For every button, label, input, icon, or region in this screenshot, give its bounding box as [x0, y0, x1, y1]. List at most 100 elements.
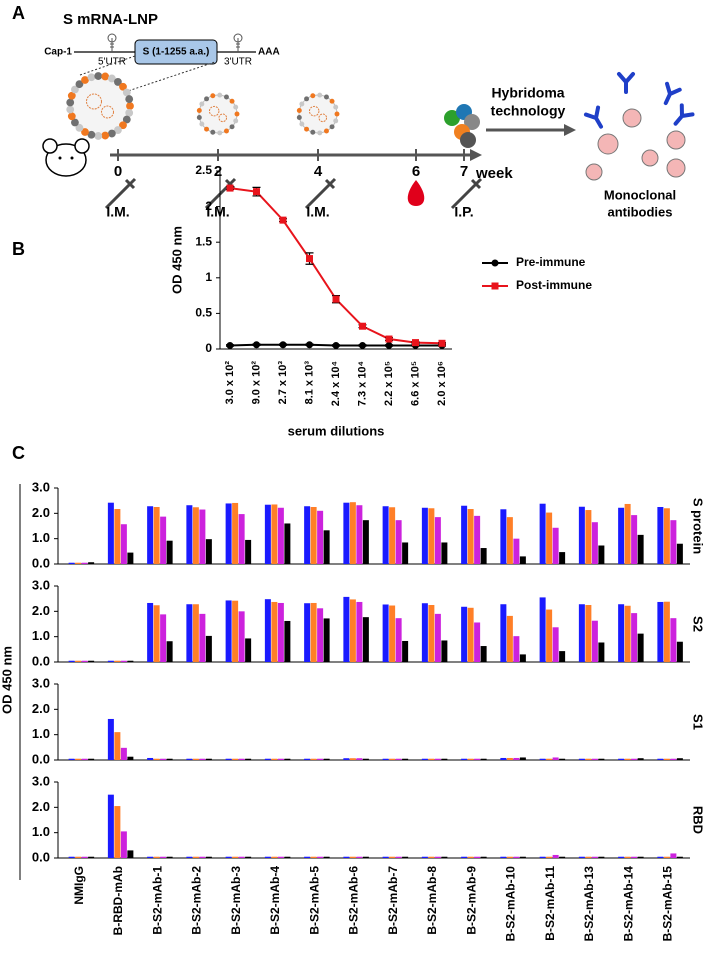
y-tick-label: 3.0 [32, 479, 50, 494]
spike-part [464, 114, 480, 130]
x-tick-label: B-S2-mAb-10 [504, 866, 518, 942]
x-tick-label: B-S2-mAb-8 [425, 866, 439, 935]
bar [631, 758, 638, 760]
bar [304, 506, 311, 564]
marker [359, 341, 366, 349]
bar [304, 758, 311, 760]
x-tick-label: B-S2-mAb-4 [268, 866, 282, 935]
bar [304, 603, 311, 662]
bar [434, 856, 441, 858]
lipid [114, 78, 122, 86]
bar [160, 856, 167, 858]
bar [147, 757, 154, 760]
x-tick-label: B-S2-mAb-6 [347, 866, 361, 935]
bar [382, 506, 389, 564]
bar [68, 562, 75, 564]
x-tick-label: B-S2-mAb-9 [464, 866, 478, 935]
bar [657, 507, 664, 564]
marker [385, 335, 393, 343]
day-label: 0 [114, 163, 122, 180]
bar [395, 856, 402, 858]
lipid [81, 128, 89, 136]
bar [75, 562, 82, 564]
y-tick-label: 2 [205, 199, 212, 213]
bar [362, 856, 369, 858]
bar [578, 758, 585, 760]
bar [402, 758, 409, 760]
bar [264, 856, 271, 858]
bar [127, 660, 134, 662]
bar [317, 758, 324, 760]
lipid [296, 115, 302, 120]
day-label: 4 [314, 163, 323, 180]
bar [114, 509, 121, 564]
legend-label: Post-immune [516, 278, 592, 292]
bar [343, 758, 350, 760]
gene-box [134, 39, 218, 65]
x-tick-label: 8.1 x 10³ [303, 361, 315, 405]
x-tick-label: 2.2 x 10⁵ [383, 361, 395, 406]
lipid [210, 129, 216, 135]
hairpin-icon [233, 33, 243, 52]
marker [412, 339, 419, 347]
marker [332, 295, 340, 303]
bar [546, 609, 553, 662]
zoom-lines [79, 55, 216, 93]
lipid [217, 130, 223, 136]
bar [205, 758, 212, 760]
bar [637, 856, 644, 858]
antibody-icon [673, 103, 695, 126]
bar [264, 758, 271, 760]
bar [232, 856, 239, 858]
bar [81, 660, 88, 662]
bar [186, 505, 193, 564]
bar [637, 758, 644, 760]
unit-label: week [475, 165, 513, 182]
bar [539, 856, 546, 858]
lnp-icon [296, 92, 340, 136]
bar [147, 602, 154, 662]
y-tick-label: 0 [205, 341, 212, 355]
lipid [125, 95, 134, 103]
antibody-icon [617, 72, 635, 94]
spike-part [460, 132, 476, 148]
bar [310, 507, 317, 564]
bar [317, 510, 324, 564]
lipid [119, 121, 127, 130]
bar [434, 613, 441, 662]
marker [226, 184, 234, 192]
marker [279, 341, 287, 349]
hybridoma-cell [622, 108, 642, 128]
bar [395, 618, 402, 662]
x-tick-label: 7.3 x 10⁴ [356, 361, 368, 406]
bar [559, 856, 566, 858]
bar [232, 502, 239, 564]
bar [578, 506, 585, 564]
result-label: antibodies [607, 204, 672, 219]
bar [389, 758, 396, 760]
lipid [87, 130, 96, 139]
bar [389, 856, 396, 858]
day-label: 6 [412, 163, 420, 180]
x-tick-label: 6.6 x 10⁵ [409, 361, 421, 406]
route-label: I.M. [106, 204, 129, 220]
x-axis-label: serum dilutions [288, 423, 385, 438]
bar [474, 622, 481, 662]
antibody-icon [583, 105, 603, 129]
bar [245, 638, 252, 662]
bar [657, 856, 664, 858]
bar [88, 660, 95, 662]
x-tick-label: B-S2-mAb-14 [621, 866, 635, 942]
bar [539, 758, 546, 760]
panel-label: RBD [691, 806, 706, 834]
lipid [125, 109, 134, 117]
lipid [329, 98, 335, 104]
bar [618, 758, 625, 760]
bar [552, 757, 559, 760]
bar [585, 605, 592, 662]
y-tick-label: 0.0 [32, 653, 50, 668]
x-tick-label: B-S2-mAb-15 [661, 866, 675, 942]
bar [546, 758, 553, 760]
bar [160, 516, 167, 564]
bar [153, 507, 160, 564]
